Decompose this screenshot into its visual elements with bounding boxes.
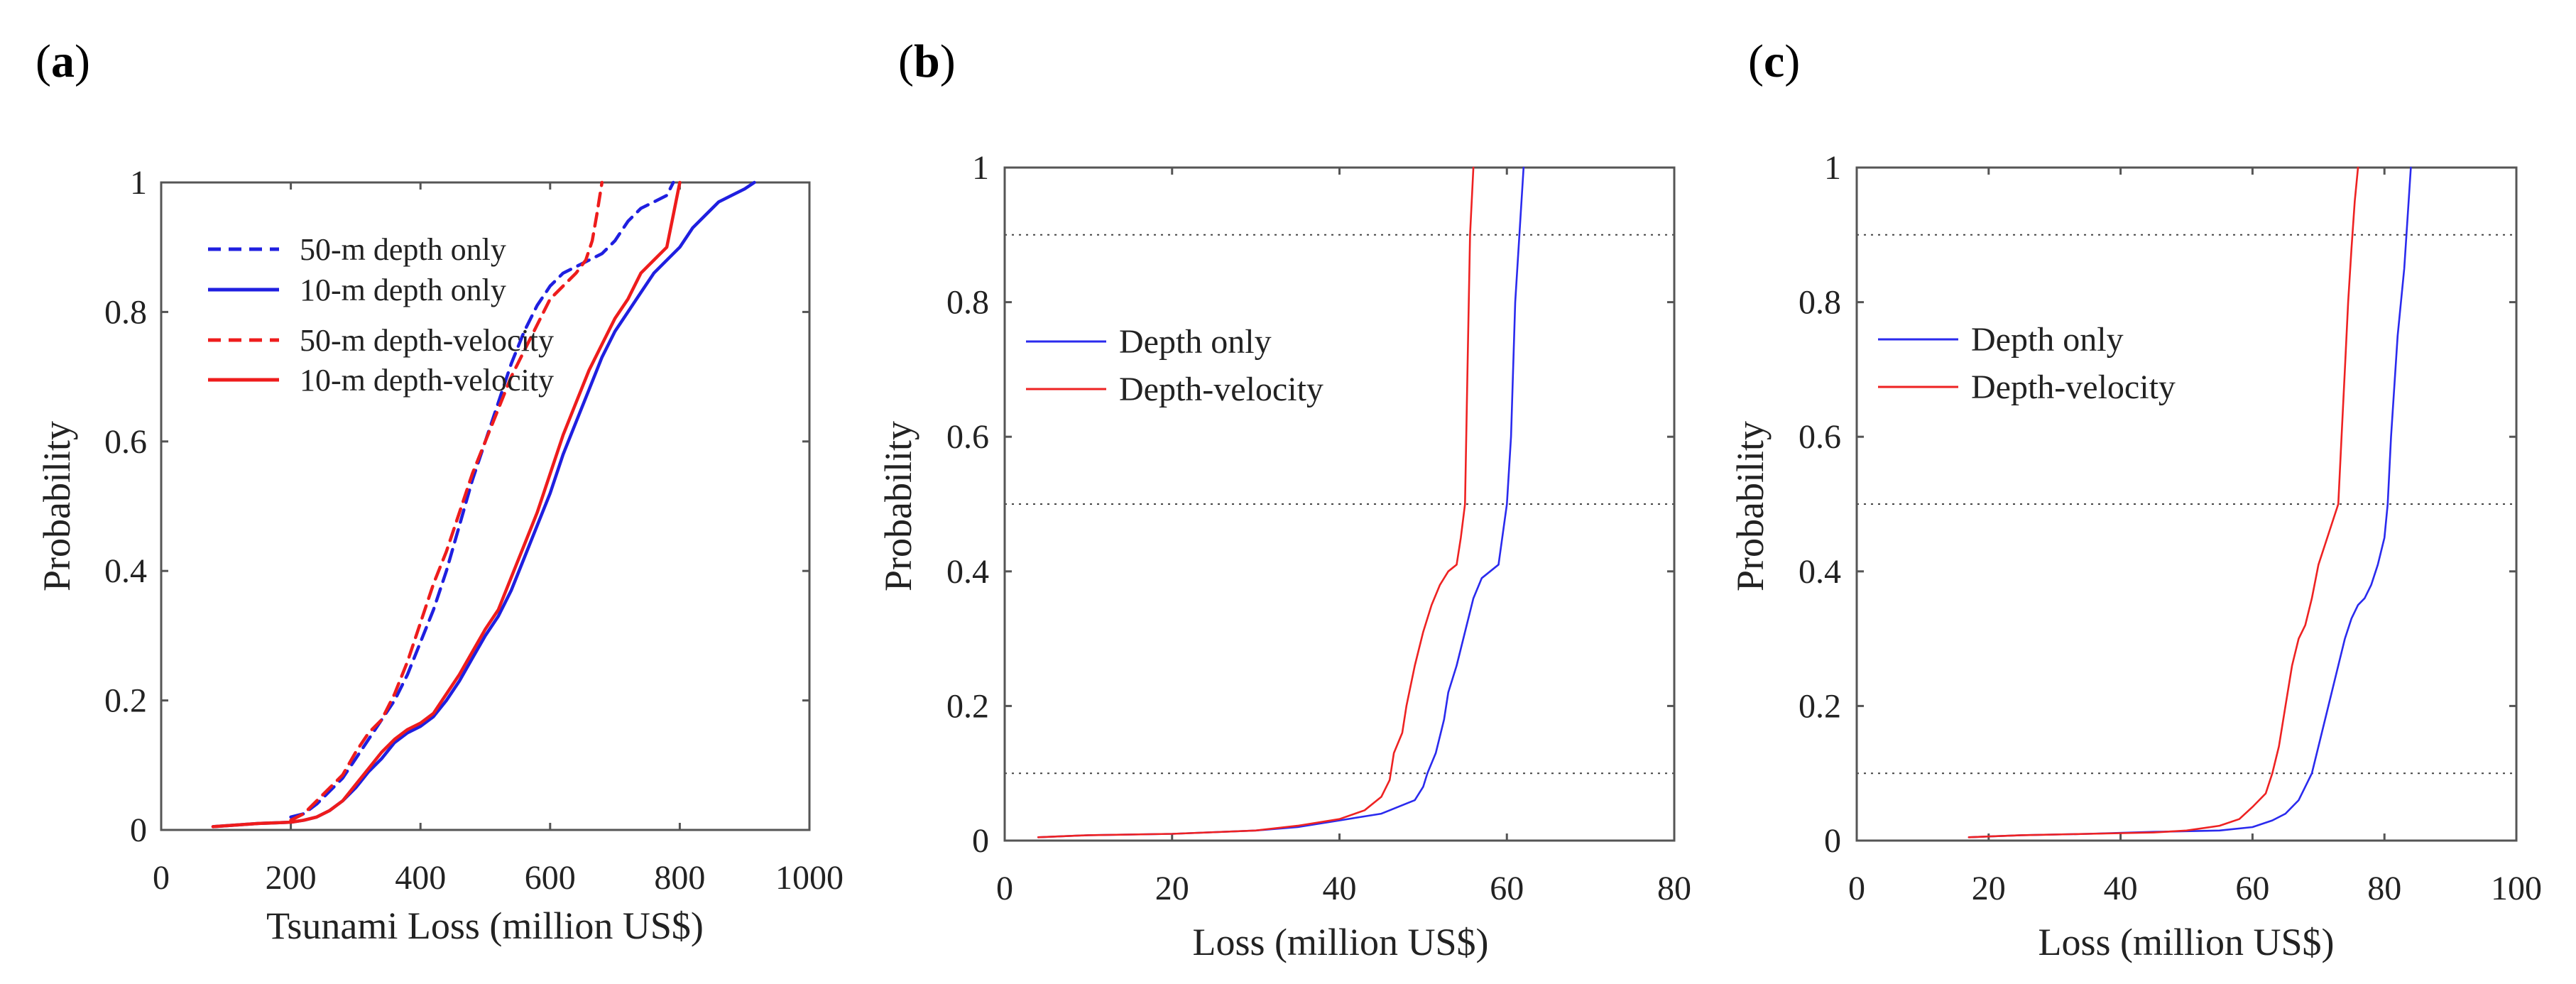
y-tick-label-c-1: 0.2 (1799, 687, 1841, 725)
y-tick-label-b-3: 0.6 (946, 418, 989, 456)
x-tick-label-c-3: 60 (2235, 870, 2269, 907)
y-tick-label-b-5: 1 (972, 149, 989, 187)
reference-lines-b (1005, 234, 1674, 775)
y-tick-label-b-4: 0.8 (946, 284, 989, 322)
x-tick-label-c-5: 100 (2491, 870, 2542, 907)
x-tick-label-a-3: 600 (525, 859, 576, 897)
series-group-c (1968, 166, 2412, 838)
legend-label-a-3: 10-m depth-velocity (300, 363, 554, 398)
legend-label-b-1: Depth-velocity (1119, 371, 1324, 408)
x-tick-label-a-4: 800 (654, 859, 705, 897)
y-ticks-c: 0 0.2 0.4 0.6 0.8 1 (1799, 149, 2516, 860)
panel-label-c: (c) (1748, 35, 1800, 87)
legend-label-a-1: 10-m depth only (300, 273, 506, 307)
y-tick-label-b-2: 0.4 (946, 553, 989, 591)
x-ticks-b: 0 20 40 60 80 (996, 168, 1691, 907)
x-tick-label-b-3: 60 (1490, 870, 1524, 907)
x-tick-label-b-1: 20 (1155, 870, 1189, 907)
series-group-b (1037, 166, 1525, 838)
legend-label-c-0: Depth only (1971, 321, 2124, 359)
x-ticks-a: 0 200 400 600 800 1000 (153, 182, 844, 897)
legend-c: Depth only Depth-velocity (1878, 321, 2176, 406)
series-line-a-2 (289, 180, 604, 822)
x-axis-label-b: Loss (million US$) (1192, 921, 1488, 963)
panel-label-b: (b) (898, 35, 956, 87)
series-line-b-0 (1037, 166, 1525, 838)
series-line-a-3 (211, 180, 682, 829)
x-ticks-c: 0 20 40 60 80 100 (1848, 168, 2542, 907)
x-tick-label-c-2: 40 (2104, 870, 2138, 907)
y-axis-label-a: Probability (36, 421, 78, 591)
legend-label-b-0: Depth only (1119, 323, 1272, 361)
legend-label-a-2: 50-m depth-velocity (300, 323, 554, 358)
y-tick-label-b-0: 0 (972, 822, 989, 860)
legend-label-c-1: Depth-velocity (1971, 368, 2176, 406)
x-axis-label-a: Tsunami Loss (million US$) (266, 904, 704, 947)
x-tick-label-a-1: 200 (266, 859, 317, 897)
y-ticks-a: 0 0.2 0.4 0.6 0.8 1 (104, 164, 809, 849)
y-tick-label-c-5: 1 (1824, 149, 1841, 187)
panel-label-a-letter: a (51, 35, 75, 87)
x-tick-label-b-0: 0 (996, 870, 1013, 907)
legend-b: Depth only Depth-velocity (1026, 323, 1324, 408)
legend-label-a-0: 50-m depth only (300, 232, 506, 267)
x-tick-label-c-1: 20 (1972, 870, 2006, 907)
panel-label-a: (a) (36, 35, 90, 87)
y-tick-label-c-4: 0.8 (1799, 284, 1841, 322)
y-tick-label-a-1: 0.2 (104, 682, 147, 720)
y-axis-label-c: Probability (1729, 421, 1772, 591)
series-group-a (211, 180, 756, 829)
chart-panel-b: 0 20 40 60 80 0 0.2 0.4 0.6 0.8 1 Loss (million U… (877, 149, 1691, 963)
x-tick-label-c-0: 0 (1848, 870, 1865, 907)
chart-panel-a: 0 200 400 600 800 1000 0 0.2 0.4 0.6 0.8 1 Tsunami… (36, 164, 844, 947)
series-line-b-1 (1037, 166, 1475, 838)
y-axis-label-b: Probability (877, 421, 919, 591)
x-tick-label-a-0: 0 (153, 859, 170, 897)
y-tick-label-c-0: 0 (1824, 822, 1841, 860)
panel-label-b-letter: b (914, 35, 940, 87)
x-tick-label-b-4: 80 (1657, 870, 1691, 907)
plot-frame-a (160, 181, 811, 831)
y-tick-label-b-1: 0.2 (946, 687, 989, 725)
x-tick-label-a-2: 400 (395, 859, 446, 897)
chart-panel-c: 0 20 40 60 80 100 0 0.2 0.4 0.6 0.8 1 Loss (millio… (1729, 149, 2542, 963)
y-ticks-b: 0 0.2 0.4 0.6 0.8 1 (946, 149, 1674, 860)
series-line-c-0 (1968, 166, 2412, 838)
x-axis-label-c: Loss (million US$) (2038, 921, 2334, 963)
y-tick-label-a-2: 0.4 (104, 552, 147, 590)
y-tick-label-c-3: 0.6 (1799, 418, 1841, 456)
panel-label-c-letter: c (1764, 35, 1784, 87)
x-tick-label-a-5: 1000 (775, 859, 844, 897)
y-tick-label-c-2: 0.4 (1799, 553, 1841, 591)
legend-a: 50-m depth only 10-m depth only 50-m dep… (208, 232, 554, 398)
series-line-c-1 (1968, 166, 2359, 838)
y-tick-label-a-4: 0.8 (104, 293, 147, 331)
x-tick-label-b-2: 40 (1323, 870, 1357, 907)
reference-lines-c (1857, 234, 2516, 775)
y-tick-label-a-5: 1 (130, 164, 147, 202)
y-tick-label-a-0: 0 (130, 811, 147, 849)
plot-frame-c (1855, 166, 2518, 842)
y-tick-label-a-3: 0.6 (104, 423, 147, 461)
x-tick-label-c-4: 80 (2367, 870, 2401, 907)
